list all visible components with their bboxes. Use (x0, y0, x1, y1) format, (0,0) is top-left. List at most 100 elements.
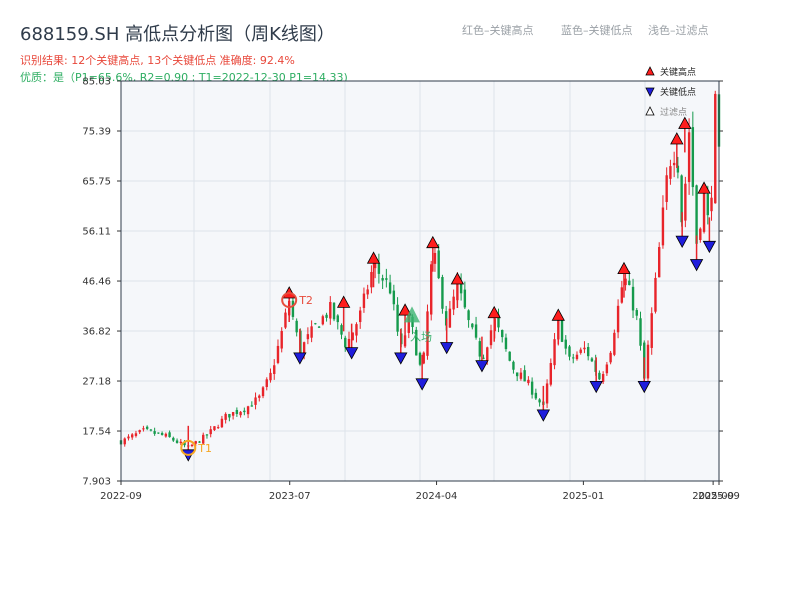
candle-body (527, 379, 530, 384)
entry-label: 入场 (410, 329, 432, 343)
chart-title: 688159.SH 高低点分析图（周K线图） (20, 24, 335, 45)
candle-body (295, 320, 298, 333)
candle-body (340, 325, 343, 335)
t1-label: T1 (197, 442, 212, 455)
candle-body (310, 326, 313, 338)
key-high-marker (426, 235, 440, 249)
candle-body (515, 372, 519, 377)
key-high-marker (366, 251, 381, 264)
candle-body (586, 347, 590, 357)
candle-body (373, 263, 377, 269)
candle-body (430, 264, 433, 315)
candle-body (377, 263, 381, 274)
key-high-marker (398, 303, 412, 316)
candle-body (145, 426, 149, 429)
candle-body (568, 346, 571, 357)
candle-body (512, 361, 515, 370)
candle-body (418, 352, 422, 365)
candle-body (616, 305, 620, 333)
candle-body (669, 166, 672, 179)
key-low-marker (702, 240, 717, 254)
candle-body (415, 329, 418, 356)
candle-body (175, 440, 179, 443)
candle-body (631, 286, 635, 311)
candle-body (157, 432, 160, 434)
candle-body (628, 280, 631, 286)
candle-body (224, 413, 227, 420)
candle-body (661, 207, 665, 246)
candle-body (601, 374, 605, 382)
candle-body (325, 314, 328, 318)
x-tick-label: 2025-01 (562, 491, 604, 502)
y-tick-label: 65.75 (82, 176, 111, 187)
candle-body (474, 324, 478, 338)
candle-body (665, 175, 668, 202)
key-low-marker (394, 352, 408, 365)
key-high-marker (450, 272, 465, 285)
candle-body (684, 183, 687, 221)
candle-body (321, 316, 325, 325)
key-high-marker (678, 116, 692, 129)
candle-body (202, 434, 205, 444)
candle-body (680, 175, 683, 223)
annotations: T1 T2 入场 (180, 292, 432, 456)
candle-body (523, 370, 526, 382)
candle-body (276, 345, 280, 363)
header-legend-high: 红色–关键高点 (462, 24, 534, 37)
candle-body (396, 304, 399, 332)
candle-body (530, 381, 534, 395)
candle-body (138, 430, 141, 433)
candle-body (441, 277, 444, 309)
x-tick-label: 2025-09 (692, 491, 734, 502)
candle-body (347, 338, 351, 348)
candle-body (609, 352, 612, 363)
candle-body (459, 281, 463, 294)
candle-body (650, 313, 653, 348)
key-low-marker (536, 409, 551, 422)
candle-body (216, 427, 220, 429)
candle-body (142, 428, 145, 430)
candle-body (160, 432, 164, 435)
candle-body (691, 127, 695, 188)
candle-body (714, 93, 717, 204)
candle-body (489, 330, 493, 346)
candle-body (250, 405, 254, 407)
entry-marker (403, 306, 420, 323)
candle-body (695, 185, 698, 244)
candle-body (706, 193, 709, 216)
candle-body (329, 301, 332, 319)
header-legend-low: 蓝色–关键低点 (561, 24, 633, 37)
candle-body (239, 411, 242, 416)
t2-marker (281, 292, 298, 309)
legend-marker (645, 87, 655, 97)
candle-body (190, 444, 194, 446)
candle-body (579, 349, 582, 353)
candle-body (302, 342, 306, 355)
candle-body (658, 247, 661, 278)
candle-body (534, 392, 538, 399)
candle-body (172, 437, 175, 441)
candle-body (254, 397, 257, 405)
candle-body (205, 434, 209, 436)
candle-body (564, 339, 567, 349)
candle-body (243, 410, 246, 413)
x-tick-label: 2022-09 (100, 491, 142, 502)
candle-body (583, 347, 586, 350)
candle-body (336, 315, 339, 323)
detection-summary: 识别结果: 12个关键高点, 13个关键低点 准确度: 92.4% (20, 54, 295, 67)
header-legend-filtered: 浅色–过滤点 (648, 24, 709, 37)
candle-body (228, 413, 231, 418)
candle-body (482, 357, 485, 359)
legend-marker (645, 66, 655, 76)
key-low-marker (689, 259, 704, 272)
key-low-marker (293, 352, 307, 365)
candle-body (504, 337, 508, 350)
candle-body (646, 344, 650, 379)
x-tick-label: 2025-09 (698, 491, 740, 502)
candle-body (280, 331, 283, 349)
candle-body (153, 431, 156, 434)
candle-body (235, 409, 239, 414)
key-low-marker (344, 347, 359, 360)
candle-body (497, 314, 500, 328)
